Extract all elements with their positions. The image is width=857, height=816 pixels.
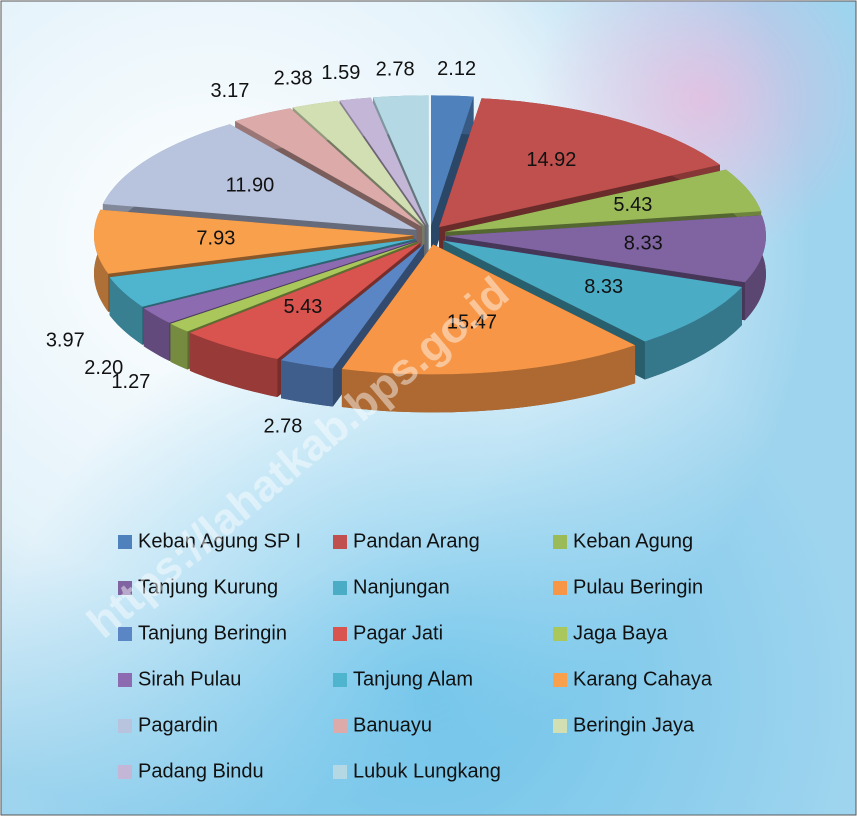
data-label: 2.12 bbox=[437, 58, 476, 80]
legend-label: Pagar Jati bbox=[353, 622, 443, 644]
legend-swatch bbox=[553, 673, 567, 687]
legend-label: Karang Cahaya bbox=[573, 668, 713, 690]
data-label: 5.43 bbox=[613, 194, 652, 216]
legend-swatch bbox=[553, 719, 567, 733]
legend-swatch bbox=[118, 673, 132, 687]
legend-label: Tanjung Beringin bbox=[138, 622, 287, 644]
legend-label: Pandan Arang bbox=[353, 530, 480, 552]
slice-wall bbox=[170, 324, 187, 370]
data-label: 2.20 bbox=[84, 357, 123, 379]
legend-swatch bbox=[553, 627, 567, 641]
legend-label: Nanjungan bbox=[353, 576, 450, 598]
legend-label: Lubuk Lungkang bbox=[353, 760, 501, 782]
legend-label: Pagardin bbox=[138, 714, 218, 736]
legend-swatch bbox=[333, 673, 347, 687]
legend-label: Sirah Pulau bbox=[138, 668, 241, 690]
legend-label: Jaga Baya bbox=[573, 622, 668, 644]
data-label: 1.59 bbox=[321, 62, 360, 84]
legend-label: Pulau Beringin bbox=[573, 576, 703, 598]
data-label: 7.93 bbox=[196, 228, 235, 250]
legend-swatch bbox=[333, 719, 347, 733]
legend-label: Beringin Jaya bbox=[573, 714, 695, 736]
data-label: 2.78 bbox=[376, 58, 415, 80]
legend-swatch bbox=[553, 535, 567, 549]
chart: 2.1214.925.438.338.3315.472.785.431.272.… bbox=[0, 0, 857, 816]
legend-label: Keban Agung bbox=[573, 530, 693, 552]
data-label: 11.90 bbox=[226, 174, 275, 196]
legend-swatch bbox=[333, 765, 347, 779]
legend-label: Padang Bindu bbox=[138, 760, 264, 782]
legend-swatch bbox=[118, 719, 132, 733]
legend-label: Tanjung Alam bbox=[353, 668, 473, 690]
legend-swatch bbox=[333, 627, 347, 641]
data-label: 8.33 bbox=[624, 233, 663, 255]
data-label: 2.38 bbox=[274, 68, 313, 90]
data-label: 5.43 bbox=[283, 296, 322, 318]
legend-label: Banuayu bbox=[353, 714, 432, 736]
data-label: 3.97 bbox=[46, 329, 85, 351]
legend-swatch bbox=[118, 765, 132, 779]
data-label: 14.92 bbox=[526, 149, 576, 171]
page: 2.1214.925.438.338.3315.472.785.431.272.… bbox=[0, 0, 857, 816]
legend-swatch bbox=[333, 581, 347, 595]
legend-swatch bbox=[118, 535, 132, 549]
data-label: 8.33 bbox=[584, 276, 623, 298]
data-label: 3.17 bbox=[210, 80, 249, 102]
legend-swatch bbox=[333, 535, 347, 549]
legend-swatch bbox=[553, 581, 567, 595]
